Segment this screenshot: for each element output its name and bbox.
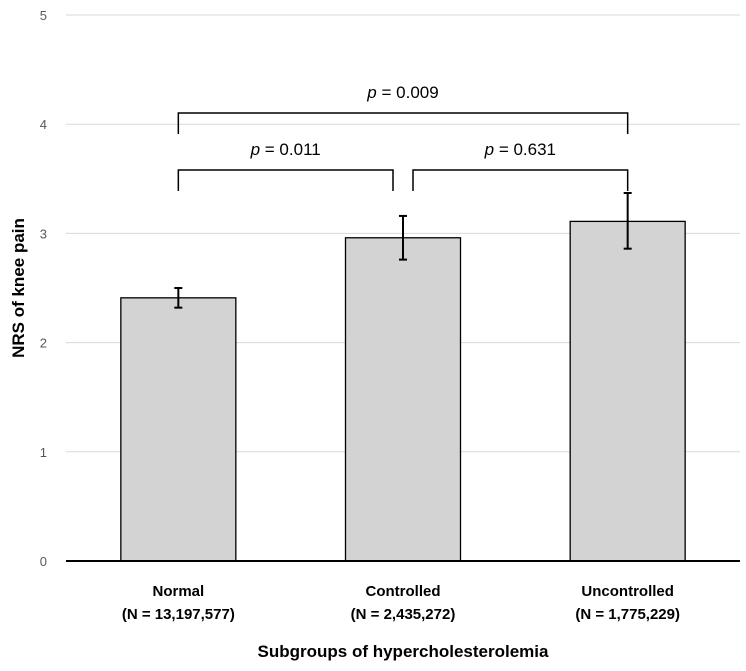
y-tick-label: 4 <box>40 117 47 132</box>
p-value: = 0.011 <box>260 140 321 159</box>
y-tick-label: 0 <box>40 554 47 569</box>
x-axis-title: Subgroups of hypercholesterolemia <box>258 642 549 661</box>
category-label: Uncontrolled <box>581 583 674 600</box>
significance-bracket: p = 0.631 <box>412 140 629 191</box>
y-tick-label: 5 <box>40 8 47 23</box>
error-bars <box>174 191 632 309</box>
p-value-label: p = 0.011 <box>250 140 321 159</box>
bracket-line <box>412 169 629 191</box>
category-label: Normal <box>152 583 204 600</box>
error-bar-normal <box>174 287 183 309</box>
p-value-label: p = 0.631 <box>484 140 556 159</box>
p-value: = 0.631 <box>494 140 556 159</box>
significance-bracket: p = 0.009 <box>177 83 629 134</box>
category-sample-size: (N = 1,775,229) <box>575 606 680 623</box>
p-symbol: p <box>250 140 260 159</box>
category-sample-size: (N = 2,435,272) <box>351 606 456 623</box>
category-labels: Normal (N = 13,197,577) Controlled (N = 2,4… <box>122 583 680 623</box>
y-axis-title: NRS of knee pain <box>9 218 28 358</box>
bracket-line <box>177 112 629 134</box>
category-sample-size: (N = 13,197,577) <box>122 606 235 623</box>
y-tick-label: 3 <box>40 226 47 241</box>
bracket-line <box>177 169 394 191</box>
error-bar-uncontrolled <box>623 191 632 250</box>
error-bar-controlled <box>399 214 407 261</box>
category-label: Controlled <box>366 583 441 600</box>
bar-uncontrolled <box>569 220 686 562</box>
y-tick-label: 1 <box>40 445 47 460</box>
y-tick-labels: 0 1 2 3 4 5 <box>40 8 47 569</box>
bar-controlled <box>344 237 462 562</box>
p-value: = 0.009 <box>377 83 439 102</box>
p-symbol: p <box>366 83 376 102</box>
p-value-label: p = 0.009 <box>366 83 438 102</box>
y-tick-label: 2 <box>40 336 47 351</box>
p-symbol: p <box>484 140 494 159</box>
significance-bracket: p = 0.011 <box>177 140 394 191</box>
bar-normal <box>120 297 237 562</box>
bars <box>120 220 686 562</box>
